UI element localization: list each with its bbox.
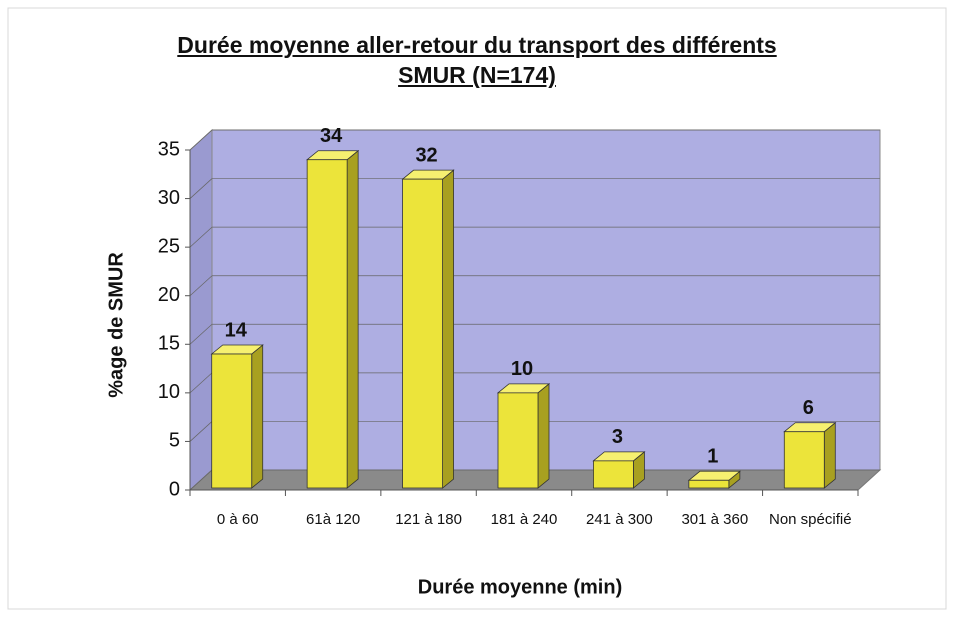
bar-front xyxy=(497,392,539,489)
value-label: 14 xyxy=(225,319,248,341)
y-tick-label: 15 xyxy=(158,333,180,355)
x-tick-label: 0 à 60 xyxy=(216,511,259,528)
y-axis-label: %age de SMUR xyxy=(105,252,127,398)
bar-front xyxy=(783,431,825,489)
bar-front xyxy=(688,479,730,489)
grid-line xyxy=(189,178,213,199)
x-tick-label: Non spécifié xyxy=(769,511,852,528)
bar-front xyxy=(402,178,443,489)
x-axis-label: Durée moyenne (min) xyxy=(418,576,622,598)
bar-front xyxy=(306,159,348,489)
bar xyxy=(210,344,264,489)
grid-line xyxy=(189,275,213,296)
value-label: 6 xyxy=(803,397,814,419)
bar xyxy=(306,149,360,489)
x-tick-label: 181 à 240 xyxy=(490,511,558,528)
bar-side xyxy=(442,169,454,489)
bar-side xyxy=(823,421,836,489)
y-tick-label: 20 xyxy=(158,284,180,306)
bar-side xyxy=(537,383,550,489)
grid-line xyxy=(189,226,213,248)
chart-title: Durée moyenne aller-retour du transport … xyxy=(177,32,777,88)
grid-line xyxy=(189,129,213,151)
y-tick-label: 25 xyxy=(158,235,180,257)
value-label: 1 xyxy=(707,446,718,468)
x-tick-label: 121 à 180 xyxy=(395,511,462,528)
x-tick-label: 61à 120 xyxy=(306,511,361,528)
bar-front xyxy=(211,353,253,489)
grid-line xyxy=(189,469,213,491)
bar-side xyxy=(251,344,264,489)
value-label: 34 xyxy=(320,125,343,147)
bar xyxy=(783,421,837,489)
y-tick-label: 35 xyxy=(158,138,180,160)
y-tick-label: 10 xyxy=(158,381,180,403)
grid-line xyxy=(189,324,213,345)
value-label: 10 xyxy=(511,358,533,380)
bar xyxy=(496,383,551,489)
bar-front xyxy=(593,460,634,489)
y-tick-label: 5 xyxy=(169,430,180,452)
value-label: 32 xyxy=(415,144,437,166)
side-wall xyxy=(189,128,213,492)
grid-line xyxy=(189,372,213,394)
bar xyxy=(592,451,646,489)
y-tick-label: 30 xyxy=(158,187,180,209)
bar xyxy=(401,169,455,489)
y-tick-label: 0 xyxy=(169,478,180,500)
x-tick-label: 241 à 300 xyxy=(586,511,653,528)
bar xyxy=(687,470,741,489)
value-label: 3 xyxy=(612,426,623,448)
grid-line xyxy=(189,421,213,442)
x-tick-label: 301 à 360 xyxy=(681,511,749,528)
bar-side xyxy=(346,149,359,489)
